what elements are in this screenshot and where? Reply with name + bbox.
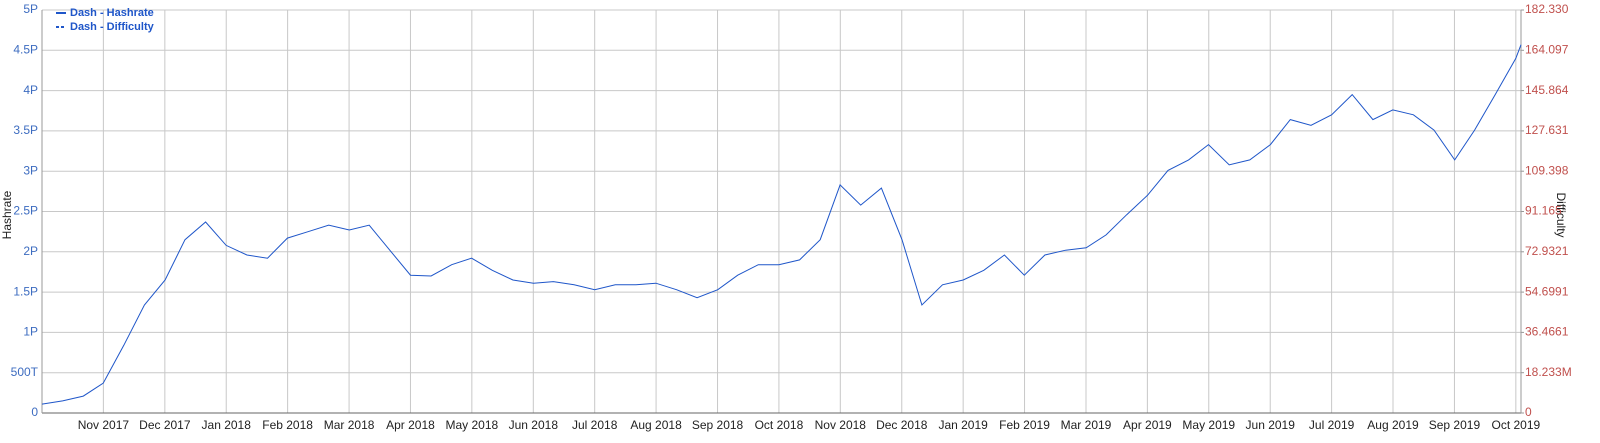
x-tick-label: Jul 2018 [572, 418, 618, 432]
x-tick-label: Sep 2019 [1429, 418, 1481, 432]
y-tick-label: 4P [23, 83, 38, 97]
y2-tick-label: 72.9321 [1525, 244, 1569, 258]
x-tick-label: Apr 2018 [386, 418, 435, 432]
x-tick-label: May 2018 [445, 418, 498, 432]
y-tick-label: 3.5P [13, 123, 38, 137]
y-tick-label: 2P [23, 244, 38, 258]
y-tick-label: 1.5P [13, 284, 38, 298]
x-tick-label: Jun 2018 [509, 418, 559, 432]
y2-axis-title: Difficulty [1554, 192, 1568, 237]
legend-label: Dash - Difficulty [70, 21, 155, 33]
y-tick-label: 4.5P [13, 42, 38, 56]
y2-tick-label: 182.330 [1525, 2, 1569, 16]
x-tick-label: Feb 2018 [262, 418, 313, 432]
y-tick-label: 5P [23, 2, 38, 16]
x-tick-label: Sep 2018 [692, 418, 744, 432]
y2-tick-label: 127.631 [1525, 123, 1569, 137]
x-tick-label: May 2019 [1182, 418, 1235, 432]
y-tick-label: 2.5P [13, 204, 38, 218]
y-tick-label: 1P [23, 325, 38, 339]
x-tick-label: Jan 2019 [938, 418, 988, 432]
x-tick-label: Nov 2017 [78, 418, 130, 432]
y2-tick-label: 18.233M [1525, 365, 1572, 379]
y-tick-label: 500T [11, 365, 39, 379]
x-tick-label: Aug 2019 [1367, 418, 1419, 432]
x-tick-label: Mar 2018 [324, 418, 375, 432]
y2-tick-label: 109.398 [1525, 163, 1569, 177]
y2-tick-label: 54.6991 [1525, 284, 1569, 298]
y2-tick-label: 36.4661 [1525, 325, 1569, 339]
y2-tick-label: 145.864 [1525, 83, 1569, 97]
y2-tick-label: 91.165 [1525, 204, 1562, 218]
legend-label: Dash - Hashrate [70, 7, 154, 19]
x-tick-label: Apr 2019 [1123, 418, 1172, 432]
x-tick-label: Feb 2019 [999, 418, 1050, 432]
y2-tick-label: 0 [1525, 405, 1532, 419]
x-tick-label: Jul 2019 [1309, 418, 1355, 432]
y-tick-label: 0 [31, 405, 38, 419]
x-tick-label: Jan 2018 [202, 418, 252, 432]
series-line [41, 44, 1522, 405]
x-tick-label: Nov 2018 [815, 418, 867, 432]
x-tick-label: Aug 2018 [630, 418, 682, 432]
y2-tick-label: 164.097 [1525, 42, 1569, 56]
x-tick-label: Dec 2018 [876, 418, 928, 432]
x-tick-label: Oct 2019 [1491, 418, 1540, 432]
x-tick-label: Mar 2019 [1061, 418, 1112, 432]
x-tick-label: Jun 2019 [1246, 418, 1296, 432]
x-tick-label: Dec 2017 [139, 418, 191, 432]
x-tick-label: Oct 2018 [755, 418, 804, 432]
y-tick-label: 3P [23, 163, 38, 177]
y-axis-title: Hashrate [0, 190, 14, 239]
